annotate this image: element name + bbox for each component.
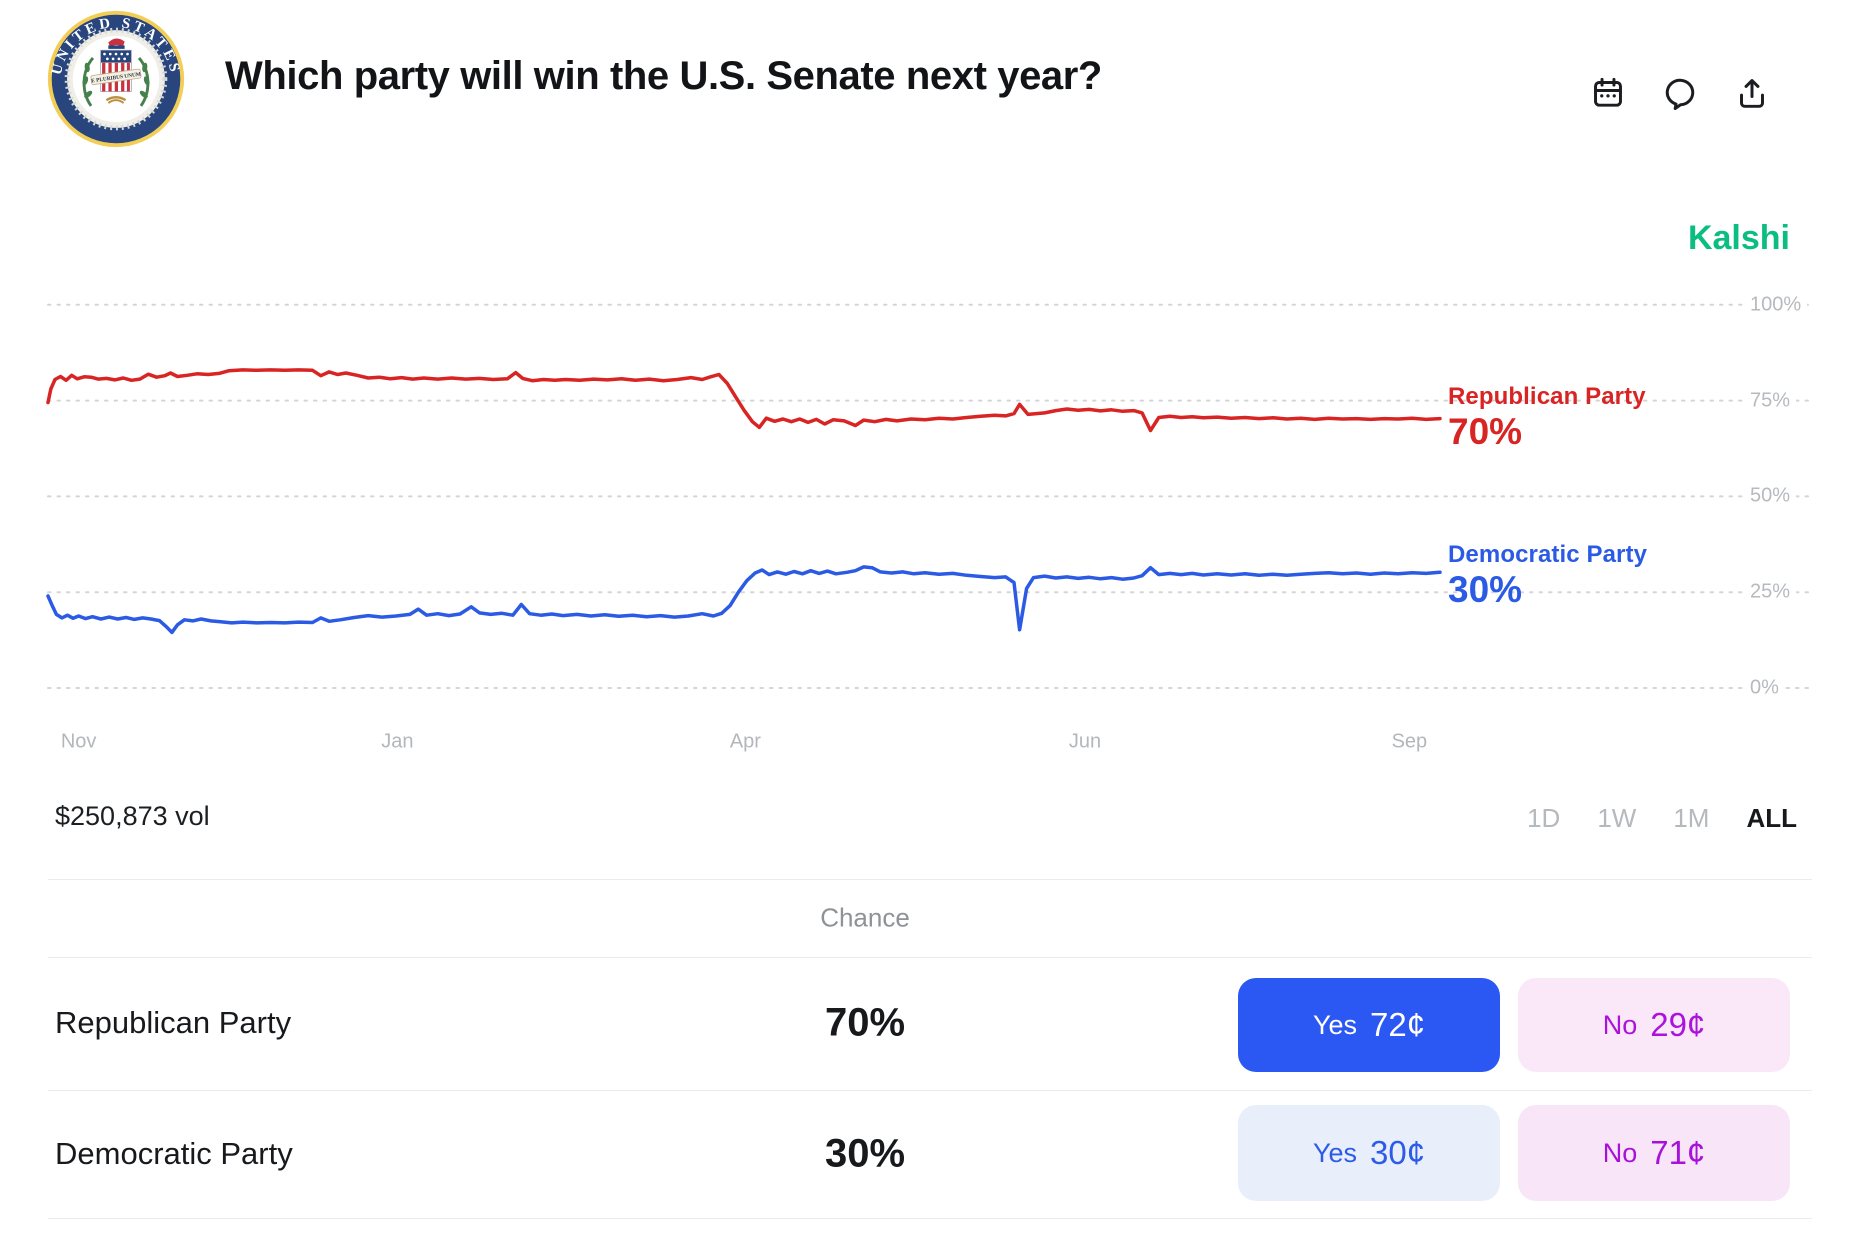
chance-column-header: Chance <box>820 902 910 933</box>
x-axis-label-jan: Jan <box>381 730 414 753</box>
republican-series-label: Republican Party <box>1448 383 1646 410</box>
x-axis-label-nov: Nov <box>60 730 97 753</box>
range-1m[interactable]: 1M <box>1673 803 1710 833</box>
row-democratic-chance: 30% <box>824 1131 906 1176</box>
time-range-selector: 1D 1W 1M ALL <box>1527 803 1797 834</box>
laurel-branches <box>82 56 150 107</box>
divider <box>48 957 1812 958</box>
calendar-icon[interactable] <box>1589 74 1627 112</box>
range-1d[interactable]: 1D <box>1527 803 1561 833</box>
y-axis-label-100%: 100% <box>1744 293 1808 317</box>
us-senate-seal: UNITED STATES SENATE <box>47 10 185 148</box>
y-axis-label-0%: 0% <box>1744 676 1785 700</box>
democratic-no-button[interactable]: No 71¢ <box>1518 1105 1790 1201</box>
row-republican-name: Republican Party <box>55 1005 292 1040</box>
kalshi-logo: Kalshi <box>1687 219 1790 257</box>
divider <box>48 1218 1812 1219</box>
yes-label: Yes <box>1312 1009 1357 1040</box>
republican-yes-button[interactable]: Yes 72¢ <box>1238 978 1500 1072</box>
yes-label: Yes <box>1312 1137 1357 1168</box>
range-1w[interactable]: 1W <box>1597 803 1637 833</box>
republican-no-button[interactable]: No 29¢ <box>1518 978 1790 1072</box>
no-price: 29¢ <box>1650 1006 1706 1043</box>
x-axis-label-apr: Apr <box>729 730 761 753</box>
y-axis-label-50%: 50% <box>1744 484 1797 508</box>
divider <box>48 1090 1812 1091</box>
no-label: No <box>1602 1137 1638 1168</box>
democratic-yes-button[interactable]: Yes 30¢ <box>1238 1105 1500 1201</box>
x-axis-label-sep: Sep <box>1391 730 1428 753</box>
yes-price: 72¢ <box>1369 1006 1426 1043</box>
yes-price: 30¢ <box>1369 1134 1426 1171</box>
row-republican-chance: 70% <box>824 1000 906 1045</box>
democratic-line <box>46 565 1442 635</box>
comment-icon[interactable] <box>1661 74 1699 112</box>
no-price: 71¢ <box>1650 1134 1706 1171</box>
row-democratic-name: Democratic Party <box>55 1136 293 1171</box>
x-axis-label-jun: Jun <box>1068 730 1102 753</box>
shield: E PLURIBUS UNUM <box>90 38 142 104</box>
page-title: Which party will win the U.S. Senate nex… <box>225 54 1102 98</box>
y-axis-label-25%: 25% <box>1744 580 1797 604</box>
volume-label: $250,873 vol <box>55 801 210 831</box>
range-all[interactable]: ALL <box>1746 803 1797 833</box>
republican-line <box>46 368 1442 433</box>
y-axis-label-75%: 75% <box>1744 389 1797 413</box>
democratic-series-label: Democratic Party <box>1448 541 1648 568</box>
divider <box>48 879 1812 880</box>
share-upload-icon[interactable] <box>1733 74 1771 112</box>
no-label: No <box>1602 1009 1638 1040</box>
democratic-series-value: 30% <box>1448 569 1523 610</box>
republican-series-value: 70% <box>1448 411 1523 452</box>
